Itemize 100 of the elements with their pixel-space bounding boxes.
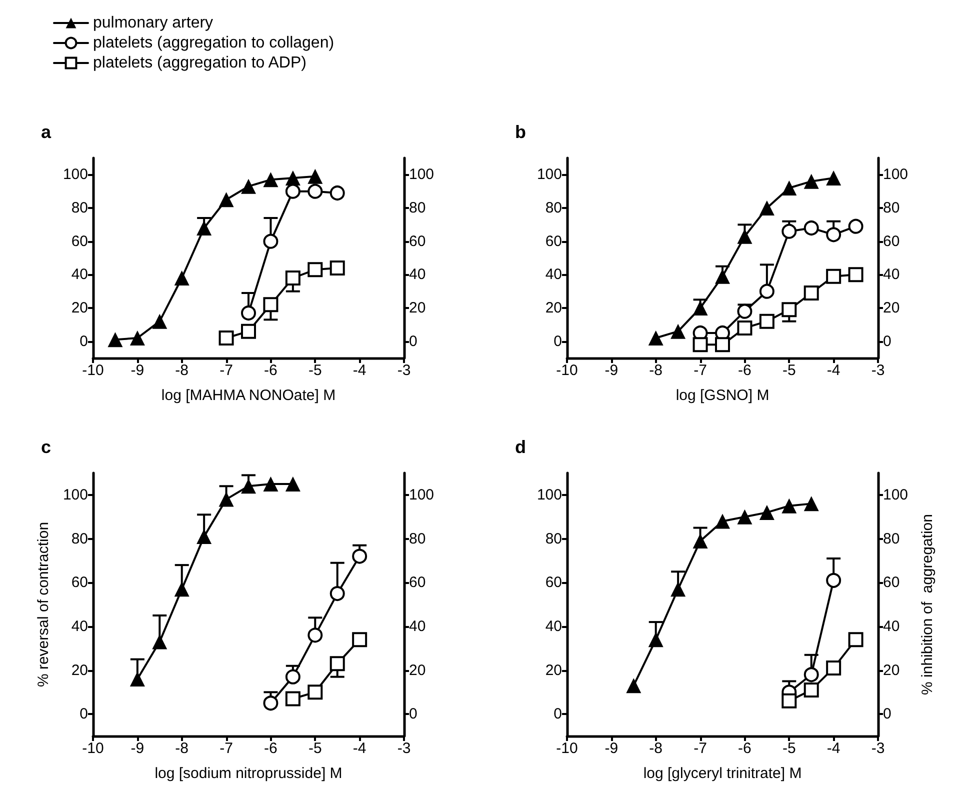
- point: [130, 672, 145, 687]
- y2-tick-label: 80: [409, 200, 426, 216]
- point: [759, 314, 774, 329]
- x-tick-label: -8: [649, 740, 663, 757]
- point: [670, 582, 686, 597]
- point: [848, 632, 864, 648]
- y-tick-label: 100: [62, 166, 88, 184]
- point: [826, 268, 842, 284]
- y2-tick-label: 60: [883, 574, 900, 592]
- x-axis-title: log [GSNO] M: [676, 387, 770, 404]
- point: [848, 218, 864, 234]
- x-tick-label: -7: [694, 362, 707, 379]
- y-tick-label: 100: [536, 166, 562, 184]
- point: [648, 632, 664, 648]
- x-axis-title: log [sodium nitroprusside] M: [154, 765, 342, 782]
- point: [152, 634, 168, 650]
- x-tick-label: -3: [871, 362, 885, 379]
- y-tick-label: 0: [554, 332, 562, 350]
- y2-tick-label: 0: [409, 706, 418, 723]
- point: [308, 262, 323, 278]
- y2-tick-label: 20: [409, 662, 426, 679]
- y-tick-label: 80: [71, 530, 88, 548]
- point: [759, 504, 774, 520]
- x-tick-label: -5: [308, 740, 322, 757]
- y2-tick-label: 0: [883, 706, 892, 723]
- point: [108, 332, 123, 348]
- y-tick-label: 100: [62, 486, 88, 504]
- point: [330, 186, 345, 200]
- point: [263, 476, 278, 492]
- point: [352, 632, 368, 648]
- y2-axis-title: % inhibition of aggregation: [919, 514, 936, 695]
- y2-tick-label: 40: [883, 618, 900, 635]
- point: [692, 337, 708, 352]
- y-tick-label: 40: [545, 618, 562, 635]
- chart-title: c: [41, 437, 52, 457]
- point: [626, 678, 642, 694]
- x-tick-label: -5: [308, 362, 322, 379]
- y2-tick-label: 40: [409, 266, 426, 284]
- x-tick-label: -10: [556, 362, 578, 379]
- point: [330, 656, 345, 672]
- point: [241, 324, 256, 339]
- y-tick-label: 100: [536, 486, 562, 504]
- point: [715, 514, 730, 529]
- point: [737, 228, 752, 244]
- point: [804, 496, 819, 512]
- y-tick-label: 20: [71, 300, 88, 316]
- point: [285, 170, 300, 186]
- y-tick-label: 40: [71, 266, 88, 284]
- point: [285, 476, 300, 492]
- x-tick-label: -3: [397, 362, 411, 379]
- x-tick-label: -9: [130, 740, 144, 757]
- x-tick-label: -8: [175, 362, 189, 379]
- point: [308, 168, 323, 184]
- x-tick-label: -7: [220, 740, 233, 757]
- x-tick-label: -4: [826, 362, 840, 379]
- point: [285, 691, 300, 706]
- y-tick-label: 0: [80, 706, 88, 723]
- y2-tick-label: 60: [409, 232, 426, 250]
- point: [692, 533, 708, 548]
- y2-tick-label: 100: [883, 486, 908, 504]
- y2-tick-label: 60: [409, 574, 426, 592]
- y2-tick-label: 60: [883, 232, 900, 250]
- point: [782, 180, 797, 196]
- y2-tick-label: 100: [883, 166, 908, 184]
- point: [352, 548, 368, 564]
- y-tick-label: 60: [71, 574, 88, 592]
- y-tick-label: 40: [545, 266, 562, 284]
- y-tick-label: 20: [545, 300, 562, 316]
- x-axis-title: log [MAHMA NONOate] M: [161, 387, 336, 404]
- point: [804, 174, 819, 189]
- x-tick-label: -6: [738, 740, 752, 757]
- x-axis-title: log [glyceryl trinitrate] M: [643, 765, 802, 782]
- legend-label: platelets (aggregation to collagen): [93, 34, 334, 52]
- y-tick-label: 80: [71, 200, 88, 216]
- y-tick-label: 80: [545, 200, 562, 216]
- x-tick-label: -9: [604, 740, 618, 757]
- point: [670, 324, 686, 339]
- legend-label: pulmonary artery: [93, 14, 214, 32]
- y-tick-label: 20: [545, 662, 562, 679]
- y2-tick-label: 20: [409, 300, 426, 316]
- x-tick-label: -6: [738, 362, 752, 379]
- point: [759, 284, 774, 299]
- y-tick-label: 0: [80, 332, 88, 350]
- point: [285, 669, 300, 684]
- point: [263, 297, 278, 312]
- x-tick-label: -3: [871, 740, 885, 757]
- point: [804, 667, 819, 682]
- point: [759, 200, 774, 216]
- point: [782, 302, 797, 318]
- x-tick-label: -5: [782, 740, 796, 757]
- point: [285, 184, 300, 199]
- y-axis-title: % reversal of contraction: [35, 522, 52, 688]
- point: [196, 220, 212, 236]
- legend-label: platelets (aggregation to ADP): [93, 54, 306, 72]
- y-tick-label: 60: [71, 232, 88, 250]
- point: [804, 286, 819, 300]
- x-tick-label: -5: [782, 362, 796, 379]
- x-tick-label: -7: [220, 362, 233, 379]
- point: [308, 684, 323, 700]
- point: [826, 572, 842, 588]
